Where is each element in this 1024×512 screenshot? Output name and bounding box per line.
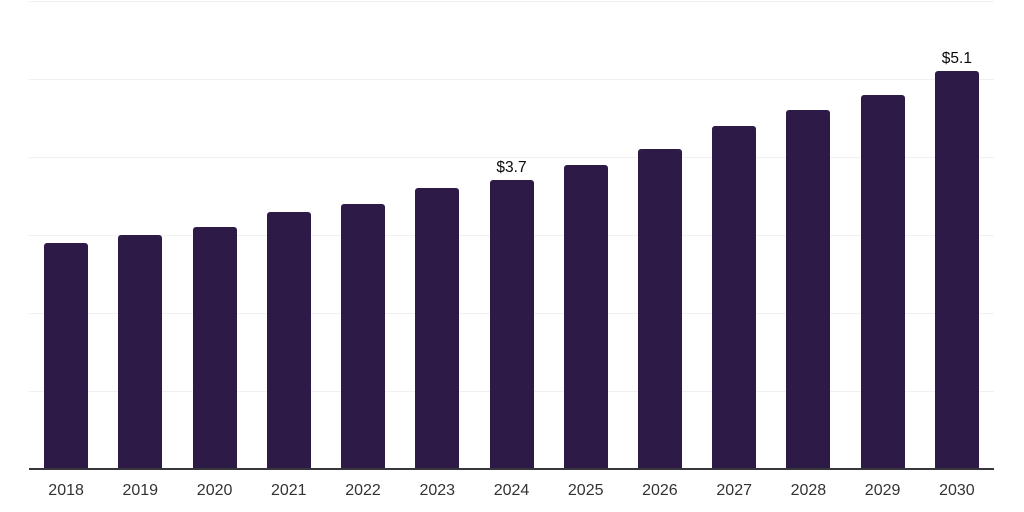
- x-tick-label-2022: 2022: [345, 482, 381, 499]
- x-tick-label-2024: 2024: [493, 482, 530, 499]
- bar-2024: [489, 180, 534, 469]
- x-tick-label-2028: 2028: [790, 482, 827, 499]
- bar-2021: [266, 211, 311, 469]
- x-tick-label-2020: 2020: [196, 482, 233, 499]
- x-tick-label-2019: 2019: [122, 482, 159, 499]
- bar-2026: [638, 149, 682, 469]
- x-tick-label-2026: 2026: [642, 482, 678, 499]
- x-tick-label-2018: 2018: [48, 482, 84, 499]
- gridline: [29, 1, 994, 2]
- x-tick-label-2025: 2025: [567, 482, 604, 499]
- bar-2025: [563, 164, 608, 469]
- x-tick-label-2023: 2023: [419, 482, 456, 499]
- x-axis-line: [29, 468, 994, 470]
- bar-2023: [415, 188, 460, 469]
- bar-2018: [44, 242, 89, 469]
- x-tick-label-2021: 2021: [270, 482, 307, 499]
- bar-2030: [934, 71, 979, 469]
- bar-2028: [786, 110, 831, 469]
- x-tick-label-2027: 2027: [716, 482, 752, 499]
- data-label-2030: $5.1: [941, 50, 972, 68]
- bar-2027: [712, 125, 757, 469]
- bar-2022: [341, 203, 385, 469]
- x-tick-label-2029: 2029: [864, 482, 901, 499]
- gridline: [29, 79, 994, 80]
- x-tick-label-2030: 2030: [939, 482, 975, 499]
- gridline: [29, 157, 994, 158]
- data-label-2024: $3.7: [496, 159, 527, 177]
- bar-2029: [860, 94, 905, 469]
- bar-2020: [192, 227, 237, 469]
- bar-2019: [118, 235, 163, 469]
